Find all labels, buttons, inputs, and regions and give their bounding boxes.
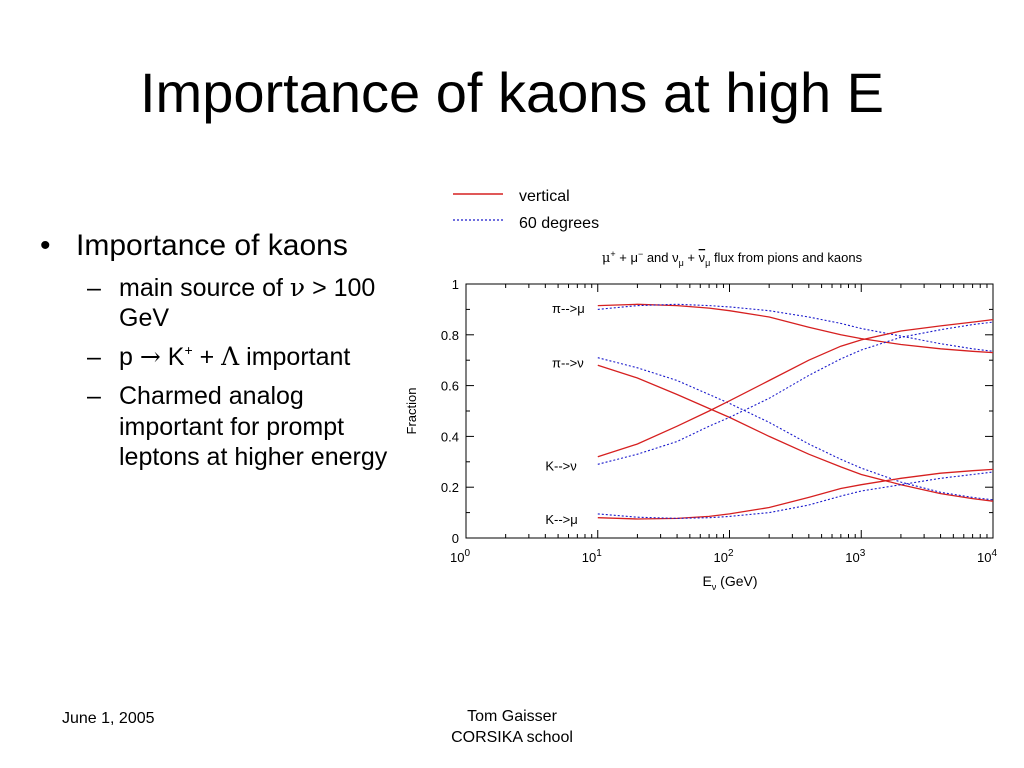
subbullet-text: > 100 GeV (119, 273, 376, 333)
dash-icon: – (87, 273, 101, 302)
subbullet-text: important (239, 343, 351, 372)
subbullet-text: K (160, 343, 185, 372)
slide-title: Importance of kaons at high E (140, 61, 884, 124)
subbullet-item: – p → K+ + Λ important (40, 342, 390, 373)
plot-frame (465, 283, 994, 539)
legend-label-60-degrees: 60 degrees (519, 215, 599, 232)
x-tick-labels: 100 101 102 103 104 (450, 548, 997, 565)
bullet-list: • Importance of kaons – main source of ν… (40, 228, 390, 473)
legend-label-vertical: vertical (519, 188, 570, 205)
series-line-K-nu-vertical (597, 318, 994, 458)
curve-annotation: K-->ν (545, 459, 576, 474)
axis-ticks (465, 283, 993, 539)
subbullet-text: + (192, 343, 222, 372)
series-line-pi-mu-60deg (597, 303, 994, 352)
chart-title: μ+ + μ− and νμ + νμ flux from pions and … (602, 249, 863, 268)
series-line-K-mu-60deg (597, 471, 994, 519)
x-tick-label: 103 (845, 548, 865, 565)
subbullet-item: – Charmed analog important for prompt le… (40, 381, 390, 473)
y-axis-label: Fraction (404, 388, 419, 435)
x-tick-label: 100 (450, 548, 470, 565)
y-tick-labels: 0 0.2 0.4 0.6 0.8 1 (441, 277, 459, 546)
subbullet-text: Charmed analog important for prompt lept… (119, 381, 388, 472)
series-line-K-nu-60deg (597, 321, 994, 465)
series-line-pi-mu-vertical (597, 303, 994, 354)
subbullet-item: – main source of ν > 100 GeV (40, 273, 390, 335)
x-tick-label: 104 (977, 548, 997, 565)
dash-icon: – (87, 381, 101, 410)
dash-icon: – (87, 343, 101, 372)
superscript: + (184, 342, 193, 359)
y-tick-label: 0.6 (441, 379, 459, 394)
y-tick-label: 0.8 (441, 328, 459, 343)
series-line-K-mu-vertical (597, 468, 994, 520)
curve-annotation: π-->ν (552, 356, 584, 371)
series-lines (597, 303, 994, 520)
y-tick-label: 0.4 (441, 429, 459, 444)
footer-author: Tom Gaisser CORSIKA school (412, 707, 612, 749)
series-line-pi-nu-vertical (597, 364, 994, 502)
bullet-item: • Importance of kaons (40, 228, 390, 265)
subbullet-text: main source of (119, 273, 290, 302)
x-tick-label: 101 (582, 548, 602, 565)
nu-symbol: ν (289, 272, 306, 302)
bullet-dot-icon: • (40, 229, 51, 262)
subbullet-text: p (119, 343, 140, 372)
footer-author-name: Tom Gaisser (467, 708, 557, 725)
bullet-text: Importance of kaons (76, 229, 348, 262)
footer-date: June 1, 2005 (62, 710, 155, 727)
footer-event: CORSIKA school (451, 728, 573, 746)
y-tick-label: 0.2 (441, 480, 459, 495)
curve-annotation: K-->μ (545, 512, 577, 527)
series-line-pi-nu-60deg (597, 357, 994, 501)
arrow-right-icon: → (139, 342, 161, 372)
curve-annotation: π-->μ (552, 301, 585, 316)
y-tick-label: 0 (452, 531, 459, 546)
x-tick-label: 102 (713, 548, 733, 565)
legend: vertical 60 degrees (453, 188, 599, 232)
lambda-symbol: Λ (221, 342, 240, 372)
curve-annotations: π-->μ π-->ν K-->ν K-->μ (545, 301, 584, 527)
x-axis-label: Eν (GeV) (702, 573, 757, 592)
y-tick-label: 1 (452, 277, 459, 292)
